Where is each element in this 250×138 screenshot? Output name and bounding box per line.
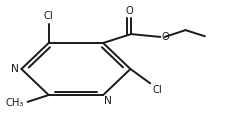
Text: O: O (125, 6, 133, 16)
Text: N: N (11, 64, 19, 74)
Text: O: O (162, 32, 169, 42)
Text: N: N (104, 96, 112, 106)
Text: CH₃: CH₃ (6, 98, 24, 108)
Text: Cl: Cl (44, 11, 54, 21)
Text: Cl: Cl (153, 85, 162, 95)
